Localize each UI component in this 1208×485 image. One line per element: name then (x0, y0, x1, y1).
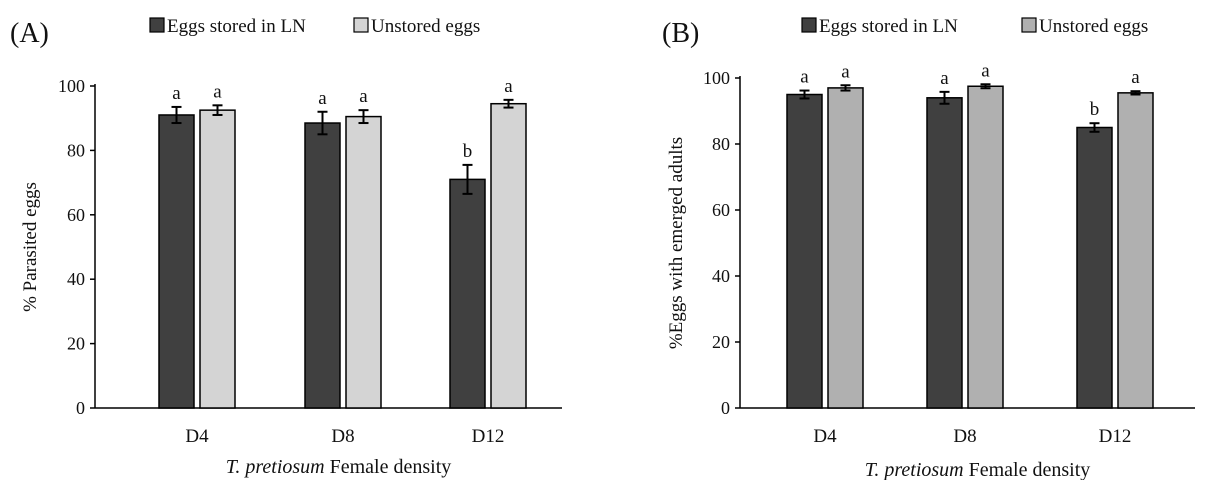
legend-label: Eggs stored in LN (819, 16, 958, 37)
x-tick-label: D8 (331, 426, 354, 447)
x-tick-label: D4 (185, 426, 209, 447)
legend-swatch (1021, 17, 1037, 33)
significance-letter: a (841, 61, 850, 82)
significance-letter: b (1090, 99, 1100, 120)
significance-letter: a (213, 81, 222, 102)
x-axis-label-text: Female density (325, 456, 452, 478)
y-tick-label: 40 (712, 266, 730, 286)
bar (304, 122, 341, 409)
y-tick-label: 100 (703, 68, 730, 88)
bar (345, 115, 382, 409)
bar (967, 85, 1004, 409)
bar (1117, 92, 1154, 409)
y-tick-label: 40 (67, 269, 85, 289)
y-tick-label: 20 (712, 332, 730, 352)
chart-panel-2: (B) Eggs stored in LN Unstored eggs 0 20 40 60… (662, 16, 1195, 481)
bar (827, 87, 864, 409)
bar (786, 93, 823, 409)
bar (490, 102, 527, 409)
legend-label: Unstored eggs (371, 16, 480, 37)
chart-panel-1: (A) Eggs stored in LN Unstored eggs 0 20 40 60… (10, 16, 562, 478)
bar (199, 109, 236, 409)
x-axis-label-text: Female density (964, 459, 1091, 480)
y-tick-label: 0 (721, 398, 730, 418)
legend-label: Eggs stored in LN (167, 16, 306, 37)
significance-letter: a (504, 76, 513, 97)
x-axis-label: T. pretiosum Female density (865, 459, 1091, 480)
legend-swatch (801, 17, 817, 33)
x-tick-label: D12 (1099, 426, 1132, 447)
x-tick-label: D8 (953, 426, 976, 447)
significance-letter: a (318, 88, 327, 109)
significance-letter: a (800, 67, 809, 88)
x-tick-label: D12 (472, 426, 505, 447)
y-axis-label: % Parasited eggs (20, 182, 41, 312)
bar (158, 114, 195, 409)
legend-swatch (353, 17, 369, 33)
x-axis-label-species: T. pretiosum (226, 456, 325, 478)
significance-letter: a (981, 60, 990, 81)
legend-label: Unstored eggs (1039, 16, 1148, 37)
significance-letter: a (1131, 67, 1140, 88)
y-tick-label: 20 (67, 334, 85, 354)
y-axis-label: %Eggs with emerged adults (666, 137, 687, 349)
y-tick-label: 60 (712, 200, 730, 220)
y-tick-label: 80 (67, 140, 85, 160)
bar (449, 178, 486, 409)
x-axis-label-species: T. pretiosum (865, 459, 964, 480)
significance-letter: a (172, 83, 181, 104)
significance-letter: a (359, 86, 368, 107)
y-tick-label: 60 (67, 205, 85, 225)
panel-label: (A) (10, 18, 49, 49)
legend-swatch (149, 17, 165, 33)
y-tick-label: 0 (76, 398, 85, 418)
bar (1076, 126, 1113, 409)
panel-label: (B) (662, 18, 699, 49)
y-tick-label: 80 (712, 134, 730, 154)
y-tick-label: 100 (58, 76, 85, 96)
bar (926, 97, 963, 409)
x-tick-label: D4 (813, 426, 837, 447)
x-axis-label: T. pretiosum Female density (226, 456, 452, 478)
significance-letter: a (940, 68, 949, 89)
significance-letter: b (463, 141, 473, 162)
